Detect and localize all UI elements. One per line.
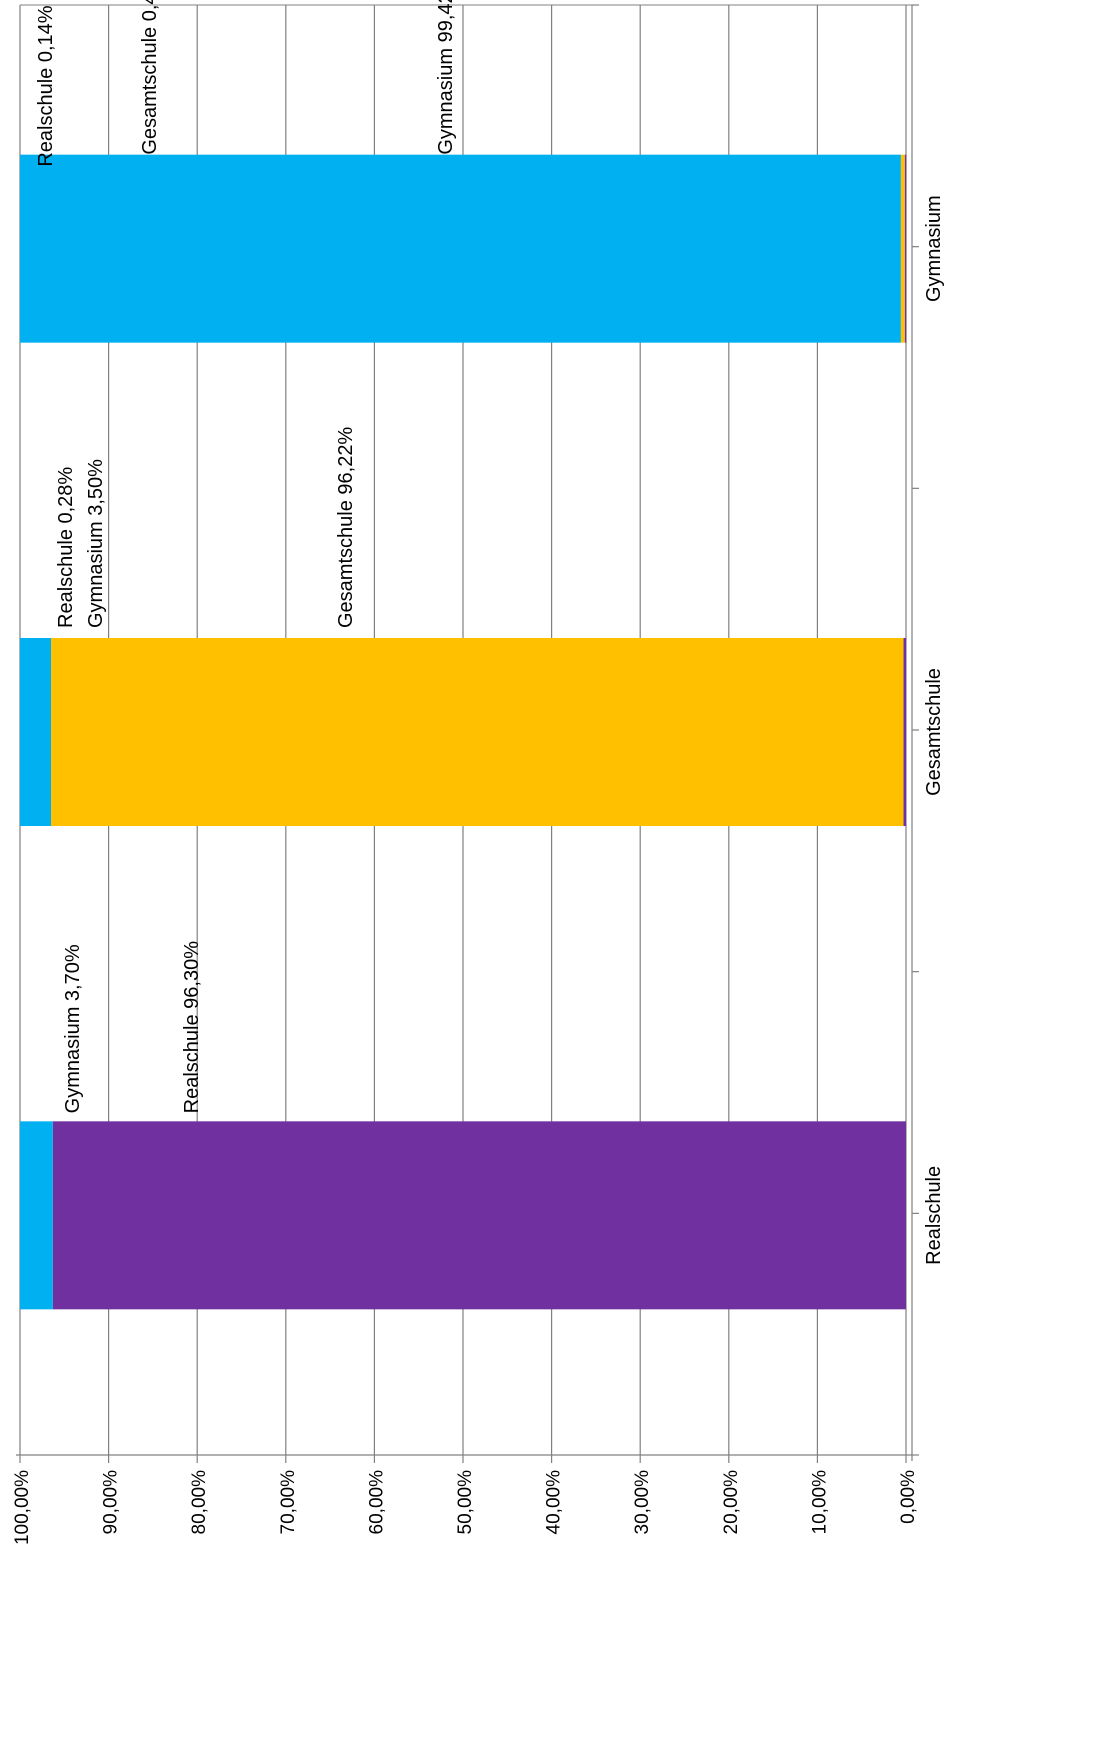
category-label-realschule: Realschule [923,1166,945,1265]
value-tick-label-8: 80,00% [189,1470,210,1535]
data-label-realschule-realschule: Realschule 96,30% [181,941,203,1114]
value-tick-label-7: 70,00% [278,1470,299,1535]
value-tick-label-0: 0,00% [898,1470,919,1524]
bar-gesamtschule-gesamtschule [51,638,904,826]
value-tick-label-3: 30,00% [632,1470,653,1535]
value-tick-label-5: 50,00% [455,1470,476,1535]
bar-gesamtschule-realschule [903,638,906,826]
bar-gymnasium-gesamtschule [900,154,905,343]
value-tick-label-10: 100,00% [12,1470,33,1545]
data-label-gesamtschule-gesamtschule: Gesamtschule 96,22% [335,427,357,628]
data-label-gymnasium-gymnasium: Gymnasium 99,42% [435,0,457,155]
category-label-gesamtschule: Gesamtschule [923,668,945,796]
data-label-realschule-gymnasium: Gymnasium 3,70% [62,944,84,1113]
value-tick-label-4: 40,00% [544,1470,565,1535]
bar-gymnasium-realschule [904,154,907,343]
category-label-gymnasium: Gymnasium [923,195,945,302]
bar-gymnasium-gymnasium [20,154,901,343]
bar-realschule-gymnasium [20,1121,53,1310]
value-tick-label-1: 10,00% [809,1470,830,1535]
value-tick-label-6: 60,00% [366,1470,387,1535]
value-tick-label-9: 90,00% [101,1470,122,1535]
bars [20,154,907,1310]
data-label-gymnasium-realschule: Realschule 0,14% [35,5,57,166]
data-labels: Realschule 96,30% Gymnasium 3,70% Realschu… [35,0,457,1113]
data-label-gesamtschule-gymnasium: Gymnasium 3,50% [85,459,107,628]
value-tick-label-2: 20,00% [721,1470,742,1535]
bar-realschule-realschule [52,1121,907,1310]
bar-gesamtschule-gymnasium [20,638,52,826]
data-label-gesamtschule-realschule: Realschule 0,28% [55,467,77,628]
axes: 0,00% 10,00% 20,00% 30,00% 40,00% 50,00% 60,00… [12,4,945,1545]
data-label-gymnasium-gesamtschule: Gesamtschule 0,44% [139,0,161,155]
